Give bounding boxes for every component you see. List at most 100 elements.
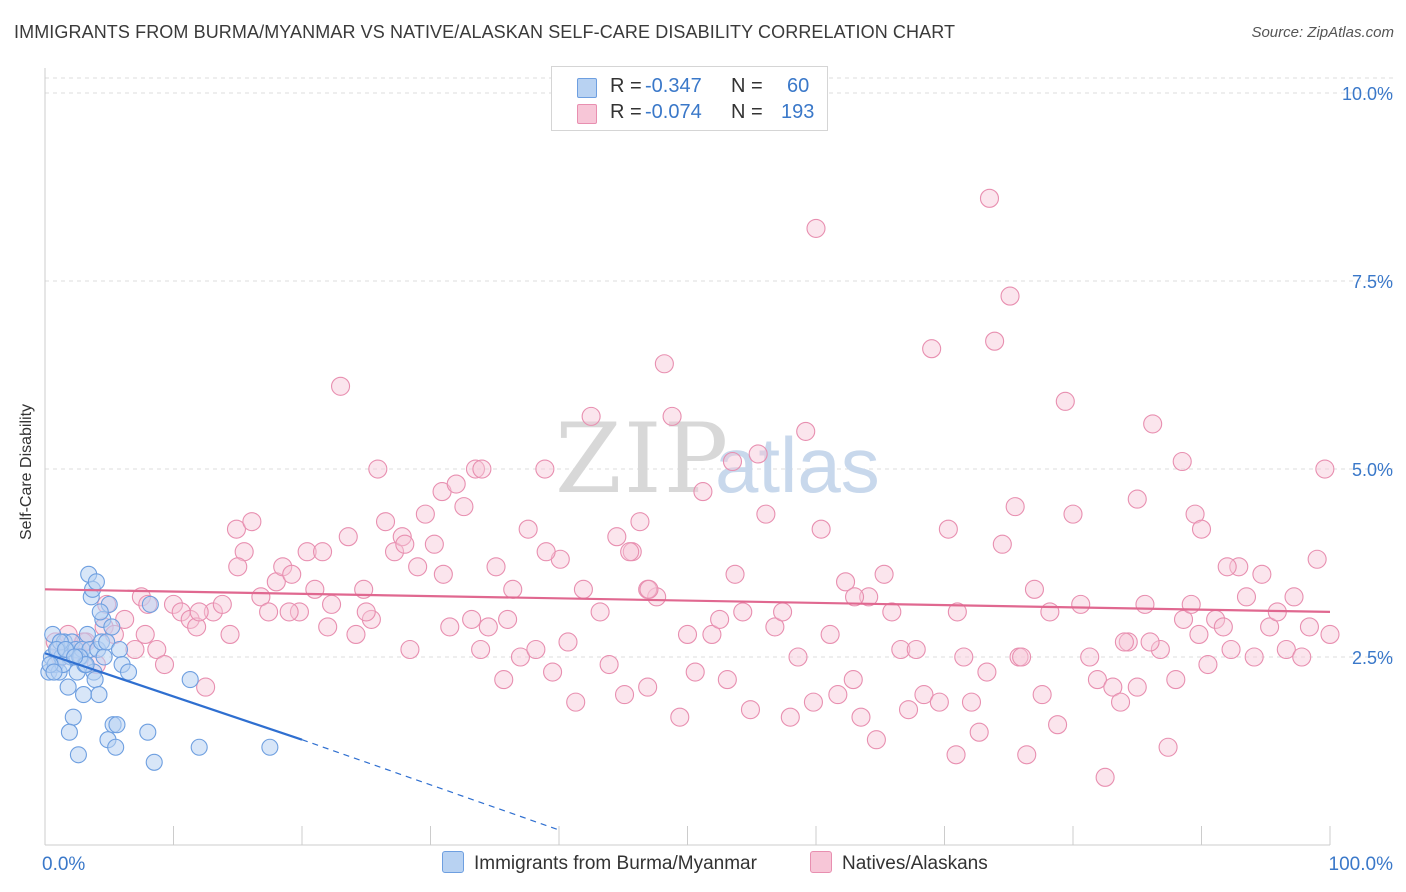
pink-point — [125, 639, 145, 660]
pink-point — [375, 512, 396, 532]
pink-point — [693, 482, 713, 502]
pink-point — [756, 504, 776, 524]
pink-point — [748, 444, 768, 464]
blue-point — [107, 738, 125, 756]
pink-point — [543, 662, 563, 682]
pink-point — [1080, 647, 1100, 667]
pink-point — [961, 692, 982, 712]
pink-point — [843, 670, 863, 690]
tick-label-layer: 2.5% 5.0% 7.5% 10.0% 0.0% 100.0% — [42, 84, 1393, 875]
pink-point — [242, 512, 262, 532]
pink-point — [859, 587, 879, 607]
pink-point — [1320, 624, 1340, 645]
pink-point — [1140, 632, 1160, 652]
pink-point — [289, 602, 309, 622]
blue-point — [110, 640, 129, 659]
pink-point — [1172, 451, 1192, 472]
pink-point — [1166, 670, 1186, 690]
pink-point — [228, 557, 248, 577]
pink-point — [891, 639, 911, 660]
pink-point — [722, 451, 743, 472]
pink-point — [1012, 647, 1032, 667]
pink-point — [1017, 745, 1037, 765]
pink-point — [573, 579, 593, 599]
pink-point — [1135, 594, 1155, 614]
pink-point — [297, 542, 317, 562]
pink-point — [1229, 557, 1249, 577]
pink-point — [1189, 624, 1209, 645]
pink-point — [1150, 639, 1170, 660]
legend-n-value-blue: 60 — [787, 75, 810, 97]
pink-point — [330, 376, 351, 396]
pink-point — [384, 542, 405, 562]
pink-point — [1095, 767, 1115, 787]
pink-point — [1213, 617, 1233, 637]
pink-point — [1114, 632, 1134, 652]
pink-point — [639, 579, 659, 599]
pink-point — [408, 557, 428, 577]
pink-point — [368, 459, 388, 479]
pink-point — [135, 624, 155, 645]
legend-r-label: R = — [610, 75, 642, 97]
blue-point — [78, 625, 96, 644]
pink-point — [1276, 639, 1296, 660]
blue-point — [119, 663, 138, 681]
pink-point — [1063, 504, 1083, 524]
blue-point — [98, 633, 116, 651]
bottom-legend-label-blue: Immigrants from Burma/Myanmar — [474, 853, 757, 874]
pink-point — [1191, 519, 1212, 539]
pink-point — [440, 617, 460, 637]
pink-point — [992, 534, 1012, 554]
pink-point — [454, 497, 474, 517]
watermark: ZIP atlas — [555, 403, 880, 515]
pink-point — [922, 339, 942, 359]
pink-point — [985, 331, 1005, 351]
grid-layer — [45, 77, 1395, 658]
stats-legend: R = -0.347 N = 60 R = -0.074 N = 193 — [551, 66, 828, 131]
pink-point — [154, 654, 175, 675]
pink-point — [1005, 497, 1025, 517]
pink-point — [811, 519, 831, 539]
pink-point — [433, 564, 453, 584]
pink-point — [788, 647, 808, 667]
pink-point — [535, 459, 555, 479]
pink-point — [471, 639, 491, 660]
pink-point — [465, 459, 486, 479]
bottom-legend-swatch-blue — [442, 851, 464, 873]
pink-point — [486, 557, 506, 577]
blue-point — [64, 708, 82, 726]
pink-point — [946, 745, 966, 765]
pink-point — [212, 594, 232, 614]
pink-point — [424, 534, 444, 554]
pink-point — [828, 685, 848, 705]
pink-point — [400, 639, 420, 660]
pink-point — [906, 639, 926, 660]
pink-point — [654, 354, 674, 374]
blue-point — [91, 603, 109, 621]
pink-point — [526, 639, 546, 660]
blue-trend-line — [44, 652, 303, 741]
x-tick-label: 0.0% — [42, 854, 85, 875]
blue-point — [86, 671, 104, 689]
pink-point — [1127, 677, 1147, 697]
pink-point — [226, 519, 247, 539]
pink-point — [503, 579, 523, 599]
blue-point — [59, 678, 77, 696]
x-tick-label: 100.0% — [1329, 854, 1394, 875]
pink-point — [938, 519, 958, 539]
pink-point — [220, 624, 240, 645]
blue-point — [181, 671, 199, 689]
pink-point — [806, 218, 826, 238]
pink-point — [717, 670, 737, 690]
legend-r-value-pink: -0.074 — [645, 101, 702, 123]
pink-point — [415, 504, 435, 524]
pink-point — [1252, 564, 1272, 584]
pink-point — [196, 677, 216, 697]
pink-point — [392, 527, 412, 547]
pink-point — [803, 692, 823, 712]
legend-n-value-pink: 193 — [781, 101, 815, 123]
blue-point — [45, 663, 63, 681]
legend-r-value-blue: -0.347 — [645, 75, 702, 97]
pink-point — [620, 542, 640, 562]
axis-layer — [44, 68, 1331, 846]
